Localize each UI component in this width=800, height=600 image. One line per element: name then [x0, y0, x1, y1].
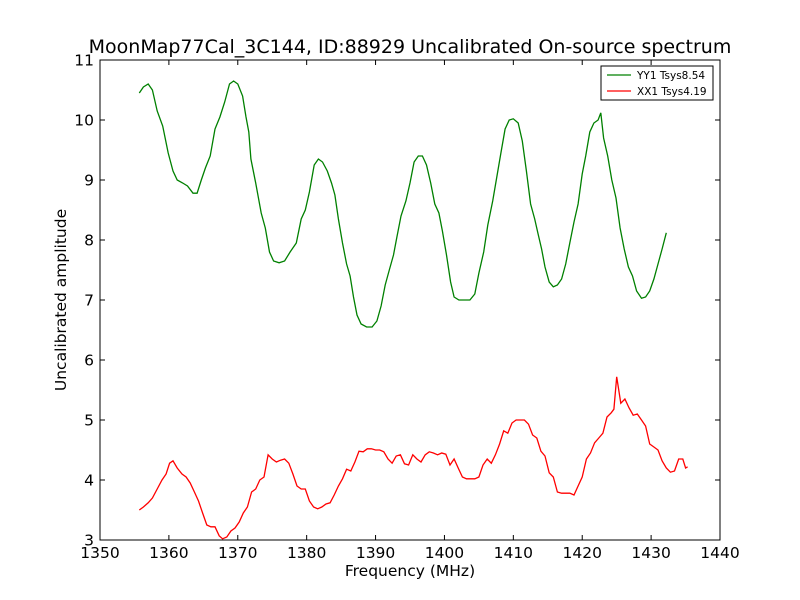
x-tick-label: 1400 — [425, 544, 464, 562]
legend-box — [600, 65, 714, 101]
y-tick-label: 4 — [84, 472, 94, 490]
y-tick-label: 10 — [74, 112, 94, 130]
series-line-yy1 — [138, 80, 667, 328]
legend-label: XX1 Tsys4.19 — [637, 86, 707, 98]
y-tick-label: 8 — [84, 232, 94, 250]
series-layer — [138, 80, 688, 540]
x-tick-label: 1440 — [700, 544, 739, 562]
x-tick-label: 1350 — [80, 544, 119, 562]
chart-title: MoonMap77Cal_3C144, ID:88929 Uncalibrate… — [89, 36, 732, 58]
ticks-layer: 1350 1360 1370 1380 1390 1400 1410 1420 1430 1440… — [74, 52, 739, 563]
plot-frame — [99, 59, 721, 541]
x-tick-label: 1420 — [562, 544, 601, 562]
series-line-xx1 — [138, 376, 688, 540]
y-tick-label: 3 — [84, 532, 94, 550]
legend: YY1 Tsys8.54 XX1 Tsys4.19 — [600, 65, 714, 101]
y-axis-label: Uncalibrated amplitude — [52, 209, 70, 391]
y-tick-label: 7 — [84, 292, 94, 310]
x-tick-label: 1430 — [631, 544, 670, 562]
y-tick-label: 6 — [84, 352, 94, 370]
x-tick-label: 1380 — [287, 544, 326, 562]
y-tick-label: 5 — [84, 412, 94, 430]
x-tick-label: 1370 — [218, 544, 257, 562]
y-tick-label: 9 — [84, 172, 94, 190]
x-axis-label: Frequency (MHz) — [345, 562, 475, 580]
x-tick-label: 1390 — [356, 544, 395, 562]
x-tick-label: 1360 — [149, 544, 188, 562]
x-tick-label: 1410 — [494, 544, 533, 562]
legend-label: YY1 Tsys8.54 — [636, 70, 705, 82]
y-tick-label: 11 — [74, 52, 94, 70]
